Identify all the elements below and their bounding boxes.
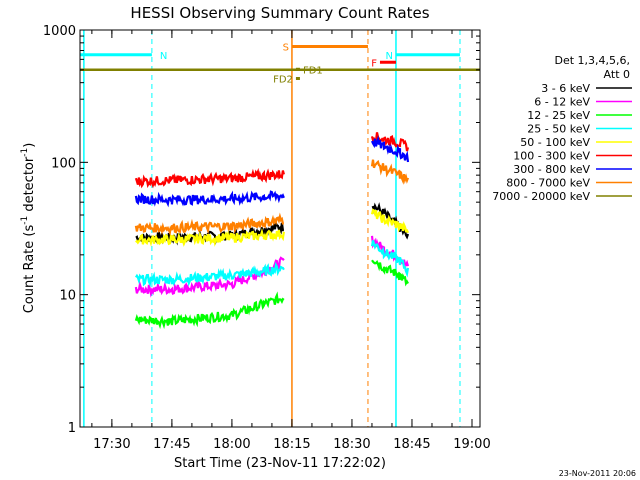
footer-date: 23-Nov-2011 20:06: [559, 469, 636, 478]
legend-label-8: 7000 - 20000 keV: [492, 190, 590, 203]
y-tick-label-1: 10: [59, 289, 76, 304]
series-0-segment-0: [135, 220, 285, 246]
y-axis: 1 10 100 1000: [43, 24, 480, 436]
x-tick-label-2: 18:00: [213, 437, 250, 452]
y-axis-label: Count Rate (s-1 detector-1): [20, 143, 37, 314]
series-7-segment-1: [370, 159, 410, 185]
legend-label-7: 800 - 7000 keV: [506, 177, 590, 190]
x-tick-label-1: 17:45: [153, 437, 190, 452]
legend-label-0: 3 - 6 keV: [541, 82, 590, 95]
series-5-segment-0: [134, 167, 285, 189]
series-3: [134, 240, 410, 288]
series-6: [134, 135, 410, 208]
state-bar-label-4: FD1: [303, 65, 323, 76]
x-axis: 17:30 17:45 18:00 18:15 18:30 18:45 19:00: [91, 30, 491, 452]
x-tick-label-4: 18:30: [333, 437, 370, 452]
series-2-segment-1: [371, 259, 409, 287]
series-5: [134, 132, 410, 189]
series-6-segment-0: [134, 190, 285, 208]
series-6-segment-1: [370, 135, 410, 163]
legend-label-4: 50 - 100 keV: [520, 136, 590, 149]
series-4-segment-0: [135, 227, 285, 247]
series-2: [134, 259, 409, 330]
legend-label-2: 12 - 25 keV: [527, 109, 590, 122]
state-bar-label-3: F: [371, 58, 377, 69]
series-3-segment-1: [370, 240, 410, 278]
legend-header-line2: Att 0: [604, 68, 630, 81]
legend-label-5: 100 - 300 keV: [513, 150, 590, 163]
series-4: [135, 208, 410, 247]
y-tick-label-3: 1000: [43, 24, 76, 39]
plot-frame: [79, 29, 481, 428]
legend-label-6: 300 - 800 keV: [513, 163, 590, 176]
state-bar-label-0: N: [160, 51, 167, 62]
x-tick-label-5: 18:45: [393, 437, 430, 452]
legend-header-line1: Det 1,3,4,5,6,: [554, 54, 630, 67]
y-tick-label-2: 100: [51, 156, 76, 171]
x-tick-label-6: 19:00: [453, 437, 490, 452]
series-2-segment-0: [134, 291, 285, 330]
state-bar-label-1: N: [385, 51, 392, 62]
x-tick-label-3: 18:15: [273, 437, 310, 452]
series-4-segment-1: [370, 208, 410, 234]
state-bar-label-5: FD2: [273, 75, 293, 86]
legend-label-1: 6 - 12 keV: [534, 96, 590, 109]
x-tick-label-0: 17:30: [93, 437, 130, 452]
x-axis-label: Start Time (23-Nov-11 17:22:02): [174, 456, 386, 471]
y-tick-label-0: 1: [68, 421, 76, 436]
series-3-segment-0: [134, 261, 285, 288]
legend-label-3: 25 - 50 keV: [527, 123, 590, 136]
series-7: [134, 159, 410, 236]
series-7-segment-0: [134, 212, 285, 236]
series-1: [134, 235, 410, 298]
state-bar-label-2: S: [283, 43, 289, 54]
chart-title: HESSI Observing Summary Count Rates: [130, 4, 429, 22]
plot-area: N N S F FD1 FD2: [80, 30, 480, 427]
